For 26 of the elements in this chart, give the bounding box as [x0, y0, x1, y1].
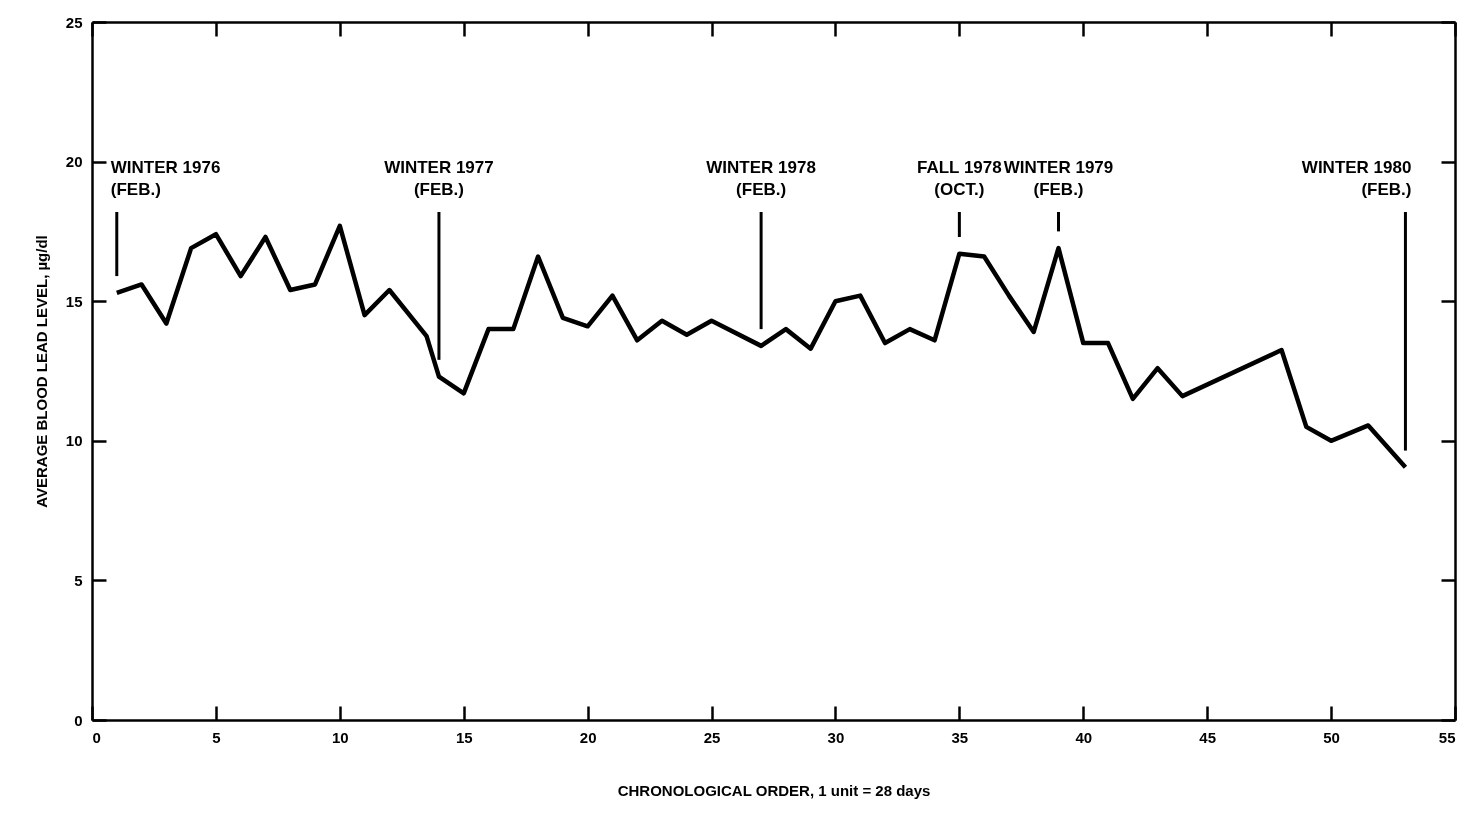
y-tick-label: 20	[65, 153, 83, 171]
x-tick-label: 20	[579, 728, 597, 746]
ref-line-label: FALL 1978 (OCT.)	[917, 158, 1002, 199]
legend-label: WINTER 1980 (FEB.)	[1301, 158, 1412, 199]
y-axis-title: AVERAGE BLOOD LEAD LEVEL, µg/dl	[32, 235, 50, 508]
ref-line-label: WINTER 1978 (FEB.)	[706, 158, 816, 199]
y-tick-label: 10	[65, 432, 83, 450]
x-tick-label: 25	[703, 728, 721, 746]
x-tick-label: 35	[951, 728, 969, 746]
y-tick-label: 25	[65, 13, 83, 31]
y-tick-label: 15	[65, 292, 83, 310]
x-tick-label: 10	[331, 728, 349, 746]
x-axis-title: CHRONOLOGICAL ORDER, 1 unit = 28 days	[617, 781, 931, 799]
x-tick-label: 0	[92, 728, 101, 746]
x-tick-label: 50	[1323, 728, 1340, 746]
y-tick-label: 5	[74, 571, 83, 589]
x-tick-label: 45	[1199, 728, 1217, 746]
x-tick-label: 15	[455, 728, 473, 746]
y-tick-label: 0	[74, 711, 83, 729]
ref-line-label: WINTER 1977 (FEB.)	[384, 158, 494, 199]
x-tick-label: 30	[827, 728, 845, 746]
ref-line-label: WINTER 1979 (FEB.)	[1003, 158, 1114, 199]
x-tick-label: 55	[1438, 728, 1456, 746]
x-tick-label: 5	[212, 728, 221, 746]
x-tick-label: 40	[1075, 728, 1093, 746]
ref-line-label: WINTER 1976 (FEB.)	[110, 158, 221, 199]
